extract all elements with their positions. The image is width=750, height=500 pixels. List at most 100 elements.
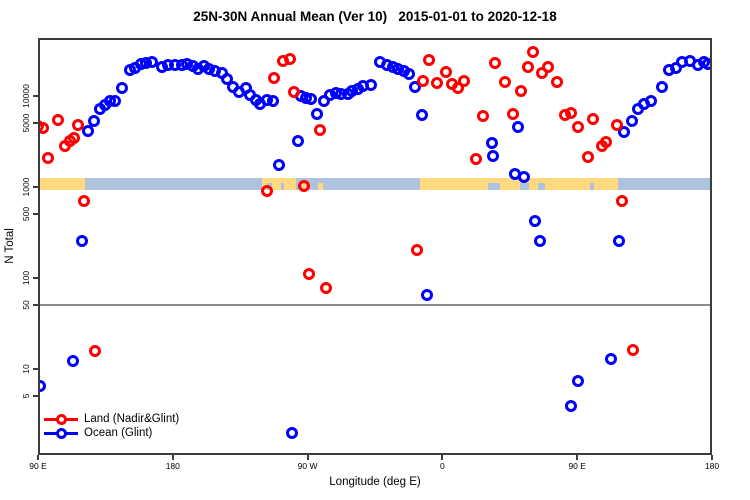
data-point-ocean	[612, 235, 625, 247]
data-point-land	[627, 343, 640, 356]
data-point-land	[565, 107, 578, 120]
data-point-land	[469, 153, 482, 166]
data-point-ocean	[645, 95, 658, 107]
x-axis-tick	[711, 455, 713, 460]
data-point-land	[52, 113, 65, 126]
data-point-ocean	[534, 235, 547, 247]
data-point-ocean	[408, 80, 421, 93]
surface-band-land-segment	[40, 178, 86, 190]
data-point-land	[268, 71, 281, 84]
data-point-land	[616, 194, 629, 207]
y-axis-tick	[33, 395, 38, 398]
data-point-ocean	[565, 400, 578, 413]
x-tick-label: 90 W	[297, 461, 318, 471]
data-point-ocean	[528, 215, 541, 227]
surface-band-ocean-segment	[280, 183, 285, 190]
y-axis-tick	[33, 122, 38, 125]
data-point-ocean	[305, 93, 318, 106]
data-point-ocean	[485, 136, 498, 149]
data-point-ocean	[267, 95, 279, 107]
surface-band-ocean-segment	[296, 178, 421, 190]
data-point-ocean	[416, 109, 429, 122]
x-tick-label: 180	[165, 461, 180, 471]
legend-label-ocean: Ocean (Glint)	[84, 427, 153, 439]
chart-title: 25N-30N Annual Mean (Ver 10) 2015-01-01 …	[193, 9, 557, 24]
data-point-land	[411, 244, 424, 257]
x-axis-tick	[306, 455, 309, 460]
data-point-ocean	[272, 158, 285, 171]
x-tick-label: 90 E	[29, 461, 47, 471]
data-point-land	[571, 121, 584, 134]
y-tick-label: 10	[21, 364, 31, 374]
y-tick-label: 100	[21, 270, 31, 286]
data-point-land	[587, 113, 600, 126]
data-point-land	[515, 84, 528, 97]
x-axis-tick	[441, 455, 444, 460]
data-point-land	[287, 85, 300, 98]
data-point-land	[476, 109, 489, 122]
x-tick-label: 0	[440, 461, 445, 471]
data-point-land	[423, 53, 436, 66]
y-tick-label: 1000	[21, 177, 31, 197]
ocean-marker-icon	[44, 426, 78, 440]
data-point-land	[71, 119, 84, 131]
data-point-ocean	[311, 108, 324, 120]
data-point-land	[42, 152, 55, 165]
x-axis-title: Longitude (deg E)	[329, 476, 421, 488]
y-tick-label: 10000	[21, 84, 31, 108]
x-axis-tick	[576, 455, 579, 460]
data-point-land	[89, 344, 102, 357]
data-point-ocean	[365, 79, 378, 92]
legend-item-ocean: Ocean (Glint)	[44, 426, 179, 440]
data-point-land	[499, 75, 511, 88]
x-tick-label: 90 E	[568, 461, 586, 471]
data-point-land	[77, 194, 90, 207]
data-point-ocean	[88, 115, 101, 128]
data-point-land	[600, 135, 613, 148]
y-axis-tick	[33, 213, 38, 216]
reference-line-50	[40, 304, 710, 307]
surface-band-ocean-segment	[85, 178, 263, 190]
data-point-ocean	[82, 125, 95, 138]
data-point-land	[581, 150, 594, 163]
data-point-ocean	[285, 426, 298, 439]
data-point-ocean	[292, 135, 304, 148]
plot-area	[38, 38, 712, 455]
surface-band-ocean-segment	[520, 183, 530, 190]
legend: Land (Nadir&Glint) Ocean (Glint)	[44, 412, 179, 440]
x-tick-label: 180	[704, 461, 720, 471]
surface-band-ocean-segment	[589, 183, 595, 190]
data-point-ocean	[487, 150, 500, 163]
data-point-land	[541, 61, 554, 74]
legend-label-land: Land (Nadir&Glint)	[84, 413, 180, 425]
data-point-ocean	[512, 121, 525, 134]
data-point-ocean	[656, 80, 669, 93]
data-point-land	[40, 121, 49, 134]
data-point-land	[261, 184, 273, 197]
data-point-land	[457, 75, 470, 88]
surface-band-land-segment	[420, 178, 619, 190]
legend-item-land: Land (Nadir&Glint)	[44, 412, 179, 426]
data-point-ocean	[76, 235, 89, 247]
data-point-ocean	[618, 126, 631, 138]
data-point-land	[488, 56, 501, 69]
y-tick-label: 50	[21, 300, 31, 311]
data-point-land	[303, 267, 316, 280]
data-point-land	[611, 119, 624, 131]
y-axis-tick	[33, 277, 38, 279]
y-tick-label: 500	[21, 207, 31, 222]
data-point-land	[521, 61, 534, 74]
data-point-ocean	[605, 352, 618, 365]
data-point-land	[320, 282, 333, 295]
y-axis-tick	[33, 186, 38, 188]
data-point-land	[298, 179, 310, 192]
data-point-ocean	[518, 170, 531, 183]
y-axis-title: N Total	[4, 228, 16, 264]
surface-band-ocean-segment	[618, 178, 710, 190]
surface-band-land-segment	[262, 178, 297, 190]
data-point-land	[314, 124, 327, 136]
data-point-ocean	[67, 355, 80, 368]
surface-band-land-segment	[318, 183, 323, 190]
x-axis-tick	[37, 455, 39, 460]
